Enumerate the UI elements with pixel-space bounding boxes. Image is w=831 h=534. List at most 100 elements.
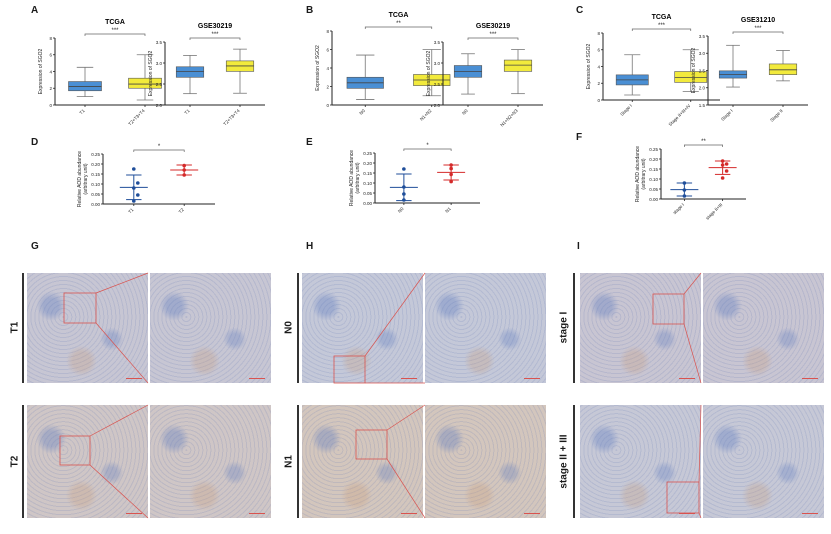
svg-text:0.25: 0.25 xyxy=(91,152,100,157)
significance-marker: ** xyxy=(701,139,706,145)
plot-title: TCGA xyxy=(105,19,125,26)
scale-bar xyxy=(401,512,417,514)
ihc-row-label: stage II + III xyxy=(558,433,570,489)
plot-c-5: GSE31210 1.5 2.0 2.5 3.0 3.5 Expression of SGO… xyxy=(691,17,808,123)
row-divider-line xyxy=(573,405,575,518)
svg-text:0.10: 0.10 xyxy=(363,181,372,186)
y-axis-label: Expression of SGO2 xyxy=(691,47,697,93)
significance-marker: *** xyxy=(754,26,762,32)
scale-bar xyxy=(679,377,695,379)
y-axis-label: Expression of SGO2 xyxy=(586,43,592,89)
svg-text:0.20: 0.20 xyxy=(649,157,658,162)
significance-marker: * xyxy=(426,143,429,149)
svg-text:2.0: 2.0 xyxy=(699,86,706,91)
svg-text:3.5: 3.5 xyxy=(699,34,706,39)
ihc-row-label: T1 xyxy=(9,321,21,334)
ihc-high-magnification-image xyxy=(150,405,271,518)
plot-a-0: TCGA 0 2 4 6 8 Expression of SGO2 T1 T2+T3+T4 *** xyxy=(38,19,175,127)
data-point xyxy=(182,168,186,172)
data-point xyxy=(402,198,406,202)
svg-text:4: 4 xyxy=(597,64,600,69)
x-tick-label: T1 xyxy=(127,207,135,215)
svg-text:0: 0 xyxy=(49,103,52,108)
significance-marker: *** xyxy=(211,32,219,38)
scale-bar xyxy=(401,377,417,379)
data-point xyxy=(720,163,725,167)
x-tick-label: T2+T3+T4 xyxy=(127,108,146,127)
data-point xyxy=(182,173,186,177)
y-axis-label: Expression of SGO2 xyxy=(315,45,321,91)
svg-text:0.25: 0.25 xyxy=(363,151,372,156)
data-point xyxy=(132,167,136,171)
scale-bar xyxy=(802,512,818,514)
svg-text:3.5: 3.5 xyxy=(156,40,163,45)
svg-text:0.15: 0.15 xyxy=(363,171,372,176)
svg-text:3.0: 3.0 xyxy=(699,51,706,56)
panel-letter-i: I xyxy=(577,241,580,252)
ihc-low-magnification-image xyxy=(580,405,701,518)
box xyxy=(674,71,708,83)
plot-f-8: 0.00 0.05 0.10 0.15 0.20 0.25 Relative AOD abu… xyxy=(635,139,746,221)
x-tick-label: N0 xyxy=(397,206,405,214)
panel-letter-a: A xyxy=(31,5,39,16)
y-axis-label: (arbitrary unit) xyxy=(641,158,647,189)
panel-letter-b: B xyxy=(306,5,314,16)
scale-bar xyxy=(126,377,142,379)
svg-text:2.0: 2.0 xyxy=(156,103,163,108)
svg-text:2: 2 xyxy=(326,84,329,89)
svg-text:8: 8 xyxy=(326,29,329,34)
svg-text:1.5: 1.5 xyxy=(699,103,706,108)
x-tick-label: T1 xyxy=(183,108,191,116)
svg-text:2: 2 xyxy=(49,86,52,91)
data-point xyxy=(402,192,406,196)
x-tick-label: N1+N2+N3 xyxy=(499,108,519,128)
ihc-row-label: stage I xyxy=(558,311,570,344)
ihc-row-label: N0 xyxy=(283,321,295,334)
ihc-high-magnification-image xyxy=(703,273,824,383)
y-axis-label: Relative AOD abundance xyxy=(635,146,641,202)
panel-letter-f: F xyxy=(576,132,583,143)
x-tick-label: Stage I xyxy=(619,103,633,117)
scale-bar xyxy=(524,512,540,514)
svg-text:0.25: 0.25 xyxy=(649,147,658,152)
svg-text:0.00: 0.00 xyxy=(363,201,372,206)
data-point xyxy=(449,172,453,177)
data-point xyxy=(449,166,453,171)
x-tick-label: Stage II xyxy=(769,108,784,123)
panel-letter-e: E xyxy=(306,137,313,148)
plot-e-7: 0.00 0.05 0.10 0.15 0.20 0.25 Relative AOD abu… xyxy=(349,143,480,214)
svg-text:4: 4 xyxy=(49,69,52,74)
plot-title: GSE30219 xyxy=(476,23,510,30)
svg-text:0.15: 0.15 xyxy=(649,167,658,172)
ihc-row-label: N1 xyxy=(283,454,295,468)
ihc-row-label: T2 xyxy=(9,455,21,467)
x-tick-label: N0 xyxy=(461,108,469,116)
y-axis-label: Expression of SGO2 xyxy=(426,50,432,96)
data-point xyxy=(132,199,136,203)
data-point xyxy=(682,188,687,192)
y-axis-label: Expression of SGO2 xyxy=(148,50,154,96)
svg-text:0: 0 xyxy=(326,103,329,108)
plot-title: TCGA xyxy=(389,12,409,19)
ihc-high-magnification-image xyxy=(425,273,546,383)
svg-text:0.00: 0.00 xyxy=(91,202,100,207)
data-point xyxy=(720,159,725,163)
data-point xyxy=(136,193,140,197)
x-tick-label: N1 xyxy=(444,206,452,214)
plot-d-6: 0.00 0.05 0.10 0.15 0.20 0.25 Relative AOD abu… xyxy=(77,144,215,214)
svg-text:3.5: 3.5 xyxy=(434,40,441,45)
panel-letter-c: C xyxy=(576,5,584,16)
ihc-low-magnification-image xyxy=(27,273,148,383)
x-tick-label: Stage II+III+IV xyxy=(668,103,692,127)
x-tick-label: T2+T3+T4 xyxy=(222,108,241,127)
y-axis-label: (arbitrary unit) xyxy=(83,163,89,194)
box xyxy=(768,63,798,75)
ihc-low-magnification-image xyxy=(302,405,423,518)
ihc-low-magnification-image xyxy=(580,273,701,383)
data-point xyxy=(720,176,725,180)
box xyxy=(175,66,205,78)
svg-text:2.5: 2.5 xyxy=(156,82,163,87)
data-point xyxy=(682,194,687,198)
svg-text:6: 6 xyxy=(597,48,600,53)
ihc-low-magnification-image xyxy=(27,405,148,518)
